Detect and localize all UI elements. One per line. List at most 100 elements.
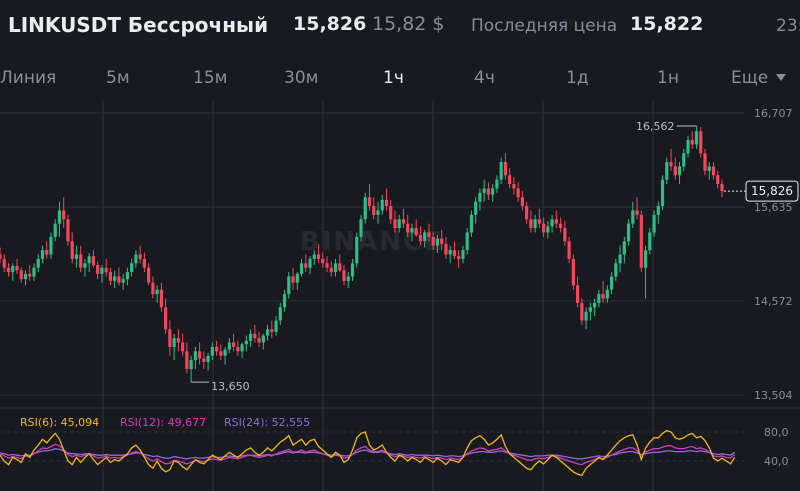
candle-body xyxy=(338,263,342,271)
candle-body xyxy=(108,272,113,281)
candle-body xyxy=(253,333,257,339)
candle-body xyxy=(707,166,711,171)
candle-body xyxy=(414,228,418,236)
candle-body xyxy=(406,223,410,233)
candle-body xyxy=(91,256,96,266)
candle-body xyxy=(567,241,571,259)
candle-body xyxy=(605,289,609,299)
usd-price: 15,82 $ xyxy=(372,13,445,35)
candle-body xyxy=(321,258,325,264)
candle-body xyxy=(652,214,656,233)
candle-body xyxy=(423,232,427,242)
candle-body xyxy=(159,289,163,308)
candle-body xyxy=(550,219,554,227)
candle-body xyxy=(592,302,597,308)
candle-body xyxy=(113,276,117,281)
candle-body xyxy=(478,192,482,202)
interval-line[interactable]: Линия xyxy=(0,68,57,88)
candle-body xyxy=(665,162,669,180)
candle-body xyxy=(87,256,91,264)
candle-body xyxy=(176,338,180,343)
candle-body xyxy=(32,267,36,277)
candle-body xyxy=(138,254,142,259)
interval-15m[interactable]: 15м xyxy=(193,68,228,88)
candle-body xyxy=(355,236,359,264)
candle-body xyxy=(312,254,316,259)
rsi-panel: 80,0 40,0 xyxy=(0,426,789,477)
candle-body xyxy=(639,214,643,268)
candle-body xyxy=(227,342,231,350)
candle-body xyxy=(181,342,185,352)
candle-body xyxy=(164,307,168,330)
candle-body xyxy=(62,210,66,220)
interval-1h[interactable]: 1ч xyxy=(383,68,404,88)
candle-body xyxy=(495,179,499,189)
candle-body xyxy=(185,351,189,369)
current-price-tag: 15,826 xyxy=(724,180,799,202)
candle-body xyxy=(11,265,15,273)
candle-body xyxy=(376,210,380,215)
candle-body xyxy=(622,241,626,255)
price-axis-label: 14,572 xyxy=(754,295,793,308)
candle-body xyxy=(248,333,253,341)
candle-body xyxy=(614,263,618,277)
candle-body xyxy=(104,267,108,273)
candle-body xyxy=(49,236,53,255)
candle-body xyxy=(168,329,172,347)
candle-body xyxy=(635,210,639,215)
candle-body xyxy=(486,188,491,195)
candle-body xyxy=(703,153,707,171)
candle-body xyxy=(70,241,74,259)
last-price-value: 15,822 xyxy=(630,13,704,35)
interval-4h[interactable]: 4ч xyxy=(474,68,495,88)
rsi-axis-label: 80,0 xyxy=(764,426,789,439)
candle-body xyxy=(219,351,223,356)
candle-body xyxy=(23,273,28,280)
candle-body xyxy=(418,235,423,242)
candle-body xyxy=(571,258,575,286)
rsi6-legend: RSI(6): 45,094 xyxy=(20,416,100,429)
candle-body xyxy=(308,258,312,268)
candle-body xyxy=(291,276,295,283)
candle-body xyxy=(410,228,414,233)
interval-30m[interactable]: 30м xyxy=(284,68,319,88)
candle-body xyxy=(673,166,677,176)
candle-body xyxy=(690,140,694,145)
candle-body xyxy=(469,214,474,233)
symbol-title[interactable]: LINKUSDT Бессрочный xyxy=(8,13,269,37)
rsi6-line xyxy=(0,429,736,477)
candle-body xyxy=(325,263,329,268)
candle-body xyxy=(223,349,227,356)
time-partial: 23: xyxy=(776,16,800,36)
ticker-header: LINKUSDT Бессрочный 15,826 15,82 $ После… xyxy=(0,0,800,52)
interval-1w[interactable]: 1н xyxy=(657,68,679,88)
candle-body xyxy=(316,254,321,259)
candle-body xyxy=(508,175,512,185)
interval-5m[interactable]: 5м xyxy=(106,68,130,88)
high-low-markers: 16,562 13,650 xyxy=(191,120,697,393)
candle-body xyxy=(295,273,299,283)
candle-body xyxy=(584,311,588,321)
candle-body xyxy=(257,338,261,343)
candle-body xyxy=(198,351,202,359)
rsi12-legend: RSI(12): 49,677 xyxy=(120,416,207,429)
more-intervals-button[interactable]: Еще xyxy=(731,68,787,88)
candle-body xyxy=(660,179,665,207)
candle-body xyxy=(559,223,563,229)
candle-body xyxy=(121,279,125,283)
candle-body xyxy=(389,206,393,220)
candle-body xyxy=(45,250,49,255)
candle-body xyxy=(686,140,690,154)
candle-body xyxy=(448,250,452,255)
candle-body xyxy=(202,358,206,362)
interval-1d[interactable]: 1д xyxy=(566,68,589,88)
binance-watermark: BINANCE xyxy=(300,227,444,257)
candle-body xyxy=(563,228,567,242)
candle-body xyxy=(435,238,440,246)
candle-body xyxy=(74,254,79,259)
candle-body xyxy=(520,197,524,207)
candle-body xyxy=(261,335,265,343)
candle-body xyxy=(380,199,384,211)
candle-body xyxy=(66,219,70,242)
